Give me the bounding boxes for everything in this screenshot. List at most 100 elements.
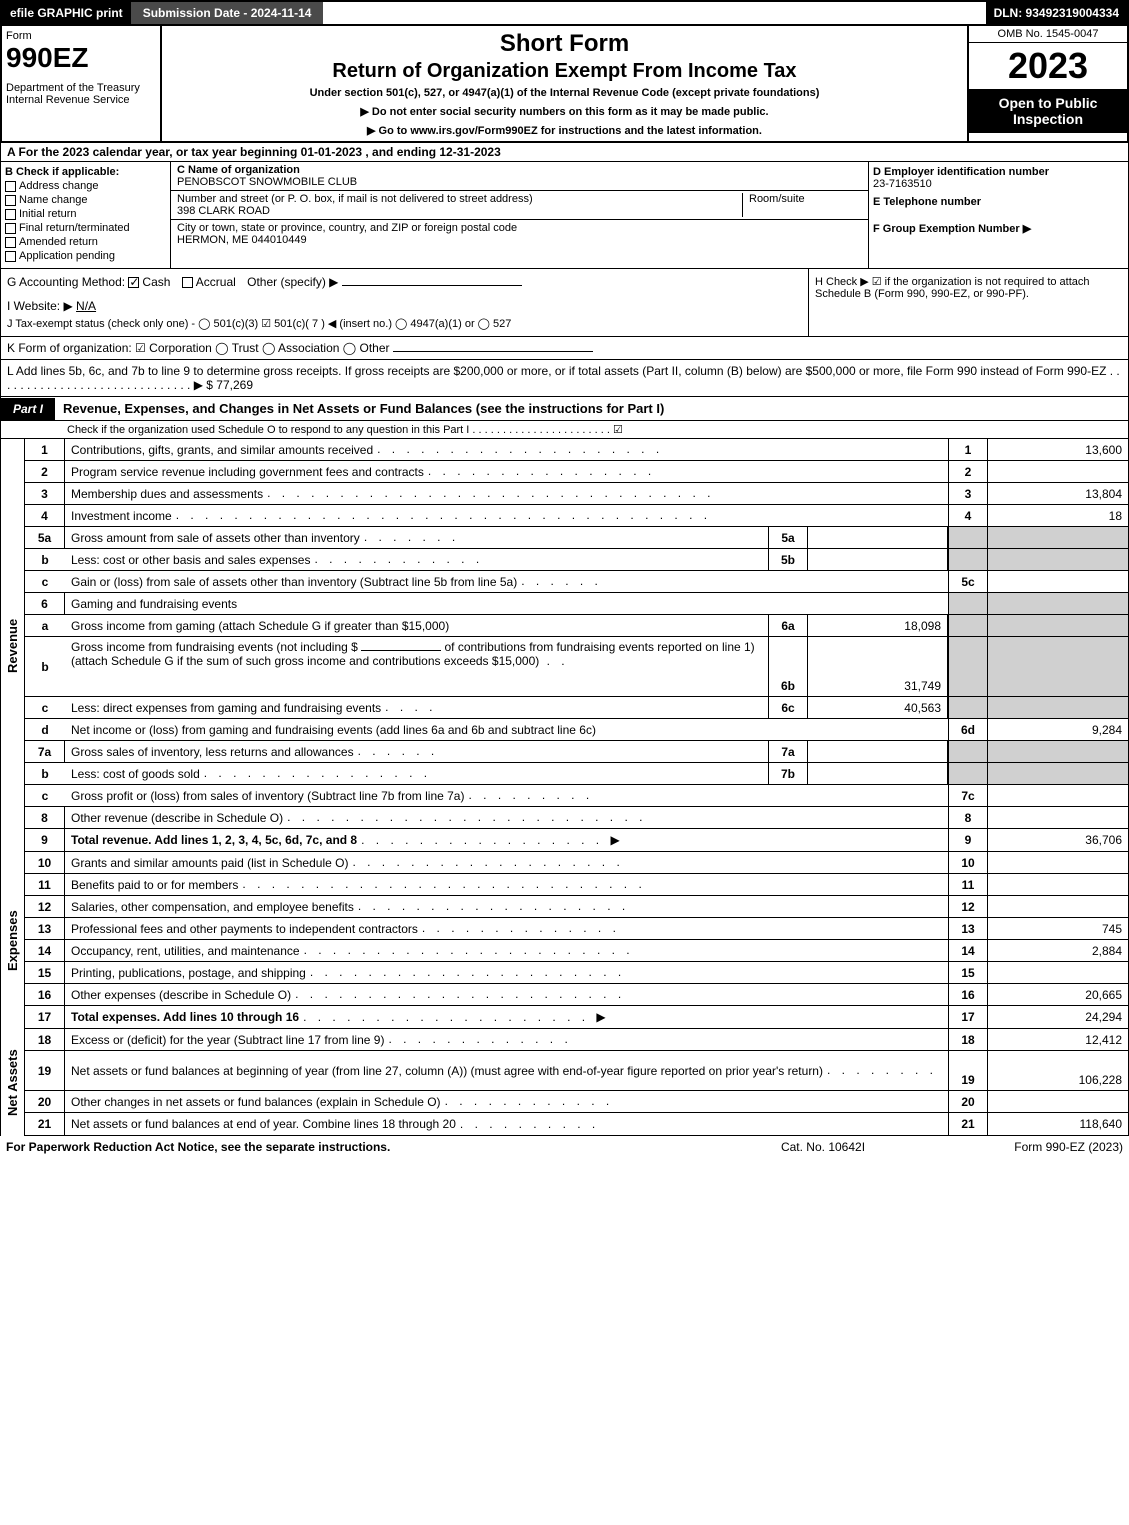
footer-left: For Paperwork Reduction Act Notice, see … xyxy=(6,1140,723,1154)
chk-amended-return[interactable]: Amended return xyxy=(5,236,166,248)
form-label: Form xyxy=(6,30,156,42)
chk-address-change[interactable]: Address change xyxy=(5,180,166,192)
form-title-2: Return of Organization Exempt From Incom… xyxy=(166,60,963,83)
row-k-form-of-org: K Form of organization: ☑ Corporation ◯ … xyxy=(0,337,1129,360)
row-l-gross-receipts: L Add lines 5b, 6c, and 7b to line 9 to … xyxy=(0,360,1129,397)
table-row: b Gross income from fundraising events (… xyxy=(25,637,1128,697)
revenue-side-label: Revenue xyxy=(0,439,24,852)
table-row: 6 Gaming and fundraising events xyxy=(25,593,1128,615)
table-row: 8 Other revenue (describe in Schedule O)… xyxy=(25,807,1128,829)
website-label: I Website: ▶ xyxy=(7,299,73,313)
table-row: 7a Gross sales of inventory, less return… xyxy=(25,741,1128,763)
form-instruction-2[interactable]: ▶ Go to www.irs.gov/Form990EZ for instru… xyxy=(166,124,963,137)
table-row: 5a Gross amount from sale of assets othe… xyxy=(25,527,1128,549)
table-row: a Gross income from gaming (attach Sched… xyxy=(25,615,1128,637)
group-exemption-label: F Group Exemption Number ▶ xyxy=(873,223,1031,235)
part-1-check: Check if the organization used Schedule … xyxy=(0,421,1129,439)
part-1-tag: Part I xyxy=(1,398,55,420)
table-row: c Less: direct expenses from gaming and … xyxy=(25,697,1128,719)
col-d-ids: D Employer identification number 23-7163… xyxy=(868,162,1128,268)
line-amount: 13,600 xyxy=(988,439,1128,460)
net-assets-section: Net Assets 18Excess or (deficit) for the… xyxy=(0,1029,1129,1136)
form-meta-block: OMB No. 1545-0047 2023 Open to Public In… xyxy=(967,26,1127,141)
table-row: 15Printing, publications, postage, and s… xyxy=(25,962,1128,984)
footer-cat-no: Cat. No. 10642I xyxy=(723,1140,923,1154)
table-row: b Less: cost or other basis and sales ex… xyxy=(25,549,1128,571)
line-ref: 1 xyxy=(948,439,988,460)
table-row: 18Excess or (deficit) for the year (Subt… xyxy=(25,1029,1128,1051)
chk-cash[interactable] xyxy=(128,277,139,288)
table-row: c Gain or (loss) from sale of assets oth… xyxy=(25,571,1128,593)
chk-application-pending[interactable]: Application pending xyxy=(5,250,166,262)
line-num: 1 xyxy=(25,439,65,460)
form-number: 990EZ xyxy=(6,42,156,74)
table-row: d Net income or (loss) from gaming and f… xyxy=(25,719,1128,741)
table-row: c Gross profit or (loss) from sales of i… xyxy=(25,785,1128,807)
section-a-period: A For the 2023 calendar year, or tax yea… xyxy=(0,143,1129,162)
chk-accrual[interactable] xyxy=(182,277,193,288)
form-instruction-1: ▶ Do not enter social security numbers o… xyxy=(166,105,963,118)
chk-name-change[interactable]: Name change xyxy=(5,194,166,206)
city-value: HERMON, ME 044010449 xyxy=(177,234,307,246)
website-value: N/A xyxy=(76,299,96,313)
col-c-org-info: C Name of organization PENOBSCOT SNOWMOB… xyxy=(171,162,868,268)
table-row: 12Salaries, other compensation, and empl… xyxy=(25,896,1128,918)
table-row: 17Total expenses. Add lines 10 through 1… xyxy=(25,1006,1128,1028)
form-title-block: Short Form Return of Organization Exempt… xyxy=(162,26,967,141)
table-row: 20Other changes in net assets or fund ba… xyxy=(25,1091,1128,1113)
chk-initial-return[interactable]: Initial return xyxy=(5,208,166,220)
city-label: City or town, state or province, country… xyxy=(177,222,517,234)
public-inspection-badge: Open to Public Inspection xyxy=(969,89,1127,133)
col-b-header: B Check if applicable: xyxy=(5,166,166,178)
line-desc: Contributions, gifts, grants, and simila… xyxy=(71,443,373,457)
row-g: G Accounting Method: Cash Accrual Other … xyxy=(1,269,808,336)
table-row: 21Net assets or fund balances at end of … xyxy=(25,1113,1128,1135)
form-id-block: Form 990EZ Department of the Treasury In… xyxy=(2,26,162,141)
table-row: 4 Investment income. . . . . . . . . . .… xyxy=(25,505,1128,527)
table-row: 16Other expenses (describe in Schedule O… xyxy=(25,984,1128,1006)
dln-label: DLN: 93492319004334 xyxy=(986,2,1127,24)
section-bcd: B Check if applicable: Address change Na… xyxy=(0,162,1129,269)
part-1-header: Part I Revenue, Expenses, and Changes in… xyxy=(0,397,1129,421)
ein-label: D Employer identification number xyxy=(873,166,1124,178)
room-label: Room/suite xyxy=(749,193,805,205)
ein-value: 23-7163510 xyxy=(873,178,1124,190)
revenue-section: Revenue 1 Contributions, gifts, grants, … xyxy=(0,439,1129,852)
street-label: Number and street (or P. O. box, if mail… xyxy=(177,193,533,205)
accounting-other: Other (specify) ▶ xyxy=(247,275,338,289)
col-b-checkboxes: B Check if applicable: Address change Na… xyxy=(1,162,171,268)
telephone-label: E Telephone number xyxy=(873,196,1124,208)
form-header: Form 990EZ Department of the Treasury In… xyxy=(0,26,1129,143)
table-row: 11Benefits paid to or for members. . . .… xyxy=(25,874,1128,896)
expenses-section: Expenses 10Grants and similar amounts pa… xyxy=(0,852,1129,1029)
part-1-title: Revenue, Expenses, and Changes in Net As… xyxy=(55,397,1128,420)
table-row: 9 Total revenue. Add lines 1, 2, 3, 4, 5… xyxy=(25,829,1128,851)
page-footer: For Paperwork Reduction Act Notice, see … xyxy=(0,1136,1129,1158)
footer-form-ref: Form 990-EZ (2023) xyxy=(923,1140,1123,1154)
row-h: H Check ▶ ☑ if the organization is not r… xyxy=(808,269,1128,336)
submission-date: Submission Date - 2024-11-14 xyxy=(131,2,324,24)
net-assets-side-label: Net Assets xyxy=(0,1029,24,1136)
org-name-label: C Name of organization xyxy=(177,164,300,176)
form-subtitle: Under section 501(c), 527, or 4947(a)(1)… xyxy=(166,87,963,99)
department-label: Department of the Treasury Internal Reve… xyxy=(6,82,156,106)
table-row: 10Grants and similar amounts paid (list … xyxy=(25,852,1128,874)
table-row: 19Net assets or fund balances at beginni… xyxy=(25,1051,1128,1091)
chk-final-return[interactable]: Final return/terminated xyxy=(5,222,166,234)
table-row: 1 Contributions, gifts, grants, and simi… xyxy=(25,439,1128,461)
omb-number: OMB No. 1545-0047 xyxy=(969,26,1127,43)
accounting-method-label: G Accounting Method: xyxy=(7,275,125,289)
table-row: 2 Program service revenue including gove… xyxy=(25,461,1128,483)
street-value: 398 CLARK ROAD xyxy=(177,205,270,217)
table-row: 13Professional fees and other payments t… xyxy=(25,918,1128,940)
org-name-value: PENOBSCOT SNOWMOBILE CLUB xyxy=(177,176,357,188)
table-row: b Less: cost of goods sold. . . . . . . … xyxy=(25,763,1128,785)
table-row: 3 Membership dues and assessments. . . .… xyxy=(25,483,1128,505)
row-j-tax-exempt: J Tax-exempt status (check only one) - ◯… xyxy=(7,317,802,330)
tax-year: 2023 xyxy=(969,43,1127,89)
row-l-amount: $ 77,269 xyxy=(206,378,253,392)
top-bar: efile GRAPHIC print Submission Date - 20… xyxy=(0,0,1129,26)
form-title-1: Short Form xyxy=(166,30,963,58)
efile-print-label[interactable]: efile GRAPHIC print xyxy=(2,2,131,24)
row-g-h: G Accounting Method: Cash Accrual Other … xyxy=(0,269,1129,337)
